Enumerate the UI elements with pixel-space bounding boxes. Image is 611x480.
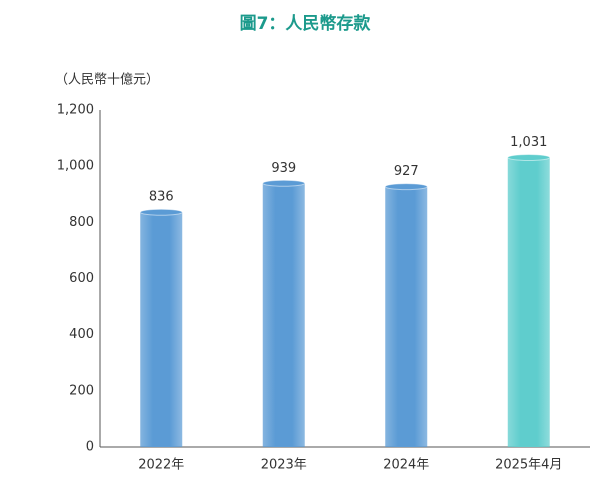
y-tick-label: 200 <box>69 383 94 398</box>
x-tick-label: 2024年 <box>383 458 429 473</box>
y-tick-label: 800 <box>69 215 94 230</box>
bar <box>140 212 183 447</box>
y-tick-label: 600 <box>69 271 94 286</box>
bar <box>507 157 550 448</box>
y-axis-label: （人民幣十億元） <box>55 72 159 88</box>
value-label: 927 <box>394 164 419 179</box>
y-tick-label: 1,200 <box>57 103 94 118</box>
y-tick-label: 1,000 <box>57 159 94 174</box>
x-tick-label: 2025年4月 <box>495 458 562 473</box>
bar <box>385 186 428 448</box>
bar-cap <box>384 183 428 191</box>
bar-cap <box>262 179 306 187</box>
bar-cap <box>139 208 183 216</box>
bar-cap <box>507 153 551 161</box>
y-tick-label: 400 <box>69 327 94 342</box>
bar <box>262 183 305 448</box>
value-label: 1,031 <box>510 135 547 150</box>
y-tick-label: 0 <box>86 440 94 455</box>
value-label: 836 <box>149 190 174 205</box>
chart-title: 圖7：人民幣存款 <box>240 13 372 34</box>
x-tick-label: 2023年 <box>261 458 307 473</box>
value-label: 939 <box>271 161 296 176</box>
x-tick-label: 2022年 <box>138 458 184 473</box>
